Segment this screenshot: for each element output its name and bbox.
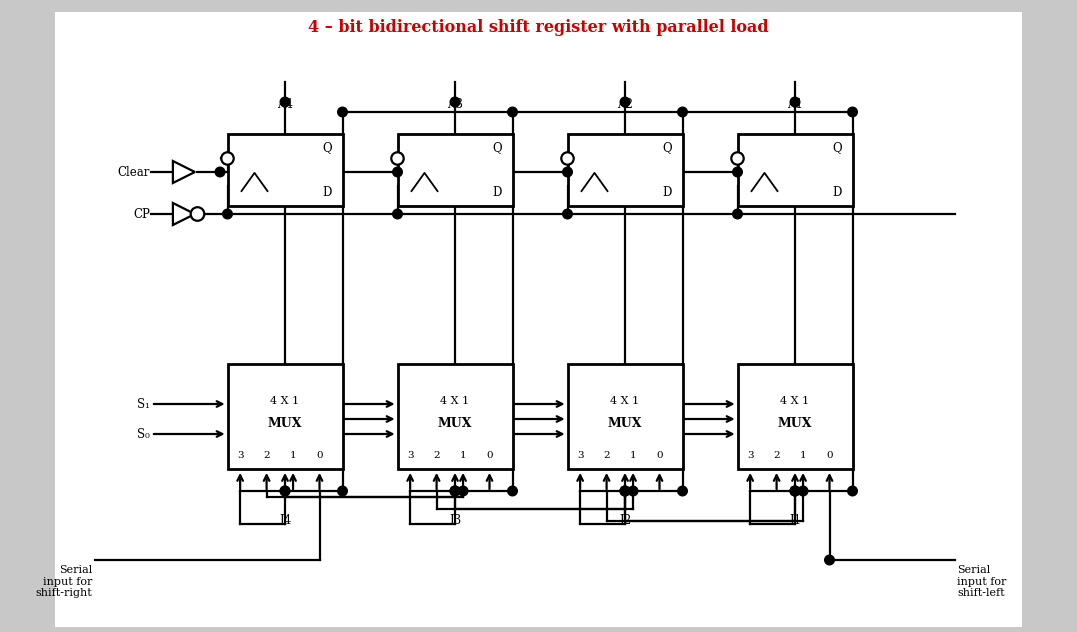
Circle shape [732,209,742,219]
Circle shape [677,486,687,495]
Circle shape [221,152,234,165]
Text: S₁: S₁ [137,398,150,411]
Bar [568,134,683,206]
Text: MUX: MUX [437,417,472,430]
Text: A1: A1 [787,97,803,111]
Text: A2: A2 [617,97,633,111]
Circle shape [507,107,517,117]
Text: 4 X 1: 4 X 1 [781,396,810,406]
Circle shape [791,486,800,495]
Text: D: D [662,186,672,198]
Circle shape [393,167,403,177]
Bar [568,364,683,469]
Circle shape [791,486,800,495]
Circle shape [280,97,290,107]
Text: Q: Q [492,142,502,154]
Text: I4: I4 [279,514,291,528]
Circle shape [732,167,742,177]
Polygon shape [173,161,195,183]
Circle shape [620,486,630,495]
Circle shape [620,97,630,107]
Text: 2: 2 [773,451,780,459]
Text: 0: 0 [826,451,833,459]
Text: 3: 3 [577,451,584,459]
Text: 0: 0 [486,451,493,459]
Text: 3: 3 [237,451,243,459]
Text: I1: I1 [789,514,801,528]
Text: 0: 0 [317,451,323,459]
Text: MUX: MUX [268,417,303,430]
Text: 1: 1 [630,451,637,459]
Circle shape [561,152,574,165]
Circle shape [450,486,460,495]
Circle shape [338,107,347,117]
Circle shape [562,167,572,177]
Text: 2: 2 [603,451,610,459]
Bar [227,364,342,469]
Circle shape [393,209,403,219]
Text: 4 X 1: 4 X 1 [611,396,640,406]
Circle shape [215,167,225,177]
Text: D: D [493,186,502,198]
Text: Q: Q [833,142,842,154]
Bar [227,134,342,206]
Text: 2: 2 [263,451,270,459]
Text: 0: 0 [656,451,662,459]
Text: D: D [833,186,842,198]
Text: Q: Q [323,142,333,154]
Text: 1: 1 [800,451,807,459]
Text: CP: CP [134,207,150,221]
Text: Serial
input for
shift-left: Serial input for shift-left [957,565,1006,599]
Text: A3: A3 [447,97,463,111]
Text: S₀: S₀ [137,427,150,441]
Text: 4 X 1: 4 X 1 [270,396,299,406]
Text: I3: I3 [449,514,461,528]
Circle shape [338,486,347,495]
Text: A4: A4 [277,97,293,111]
Circle shape [791,486,800,495]
Bar [397,134,513,206]
Text: 1: 1 [460,451,466,459]
Circle shape [280,486,290,495]
Text: MUX: MUX [607,417,642,430]
Bar [738,134,853,206]
Text: 3: 3 [746,451,754,459]
Text: Clear: Clear [117,166,150,178]
Text: D: D [323,186,332,198]
Bar [397,364,513,469]
Text: I2: I2 [619,514,631,528]
Circle shape [825,555,835,565]
Circle shape [223,209,233,219]
Circle shape [450,486,460,495]
Circle shape [620,486,630,495]
Circle shape [628,486,638,495]
Circle shape [191,207,205,221]
Text: Q: Q [662,142,672,154]
Circle shape [620,486,630,495]
Text: 3: 3 [407,451,414,459]
Text: MUX: MUX [778,417,812,430]
Circle shape [562,209,572,219]
Text: 4 – bit bidirectional shift register with parallel load: 4 – bit bidirectional shift register wit… [308,19,768,36]
Circle shape [391,152,404,165]
Text: 1: 1 [290,451,296,459]
Circle shape [848,486,857,495]
Text: 2: 2 [433,451,439,459]
Circle shape [507,486,517,495]
Circle shape [791,97,800,107]
Circle shape [458,486,467,495]
Bar [738,364,853,469]
Circle shape [848,107,857,117]
Bar [55,12,1022,627]
Circle shape [731,152,744,165]
Circle shape [280,486,290,495]
Text: 4 X 1: 4 X 1 [440,396,470,406]
Circle shape [450,97,460,107]
Circle shape [798,486,808,495]
Circle shape [450,486,460,495]
Text: Serial
input for
shift-right: Serial input for shift-right [36,565,92,599]
Polygon shape [173,203,195,225]
Circle shape [677,107,687,117]
